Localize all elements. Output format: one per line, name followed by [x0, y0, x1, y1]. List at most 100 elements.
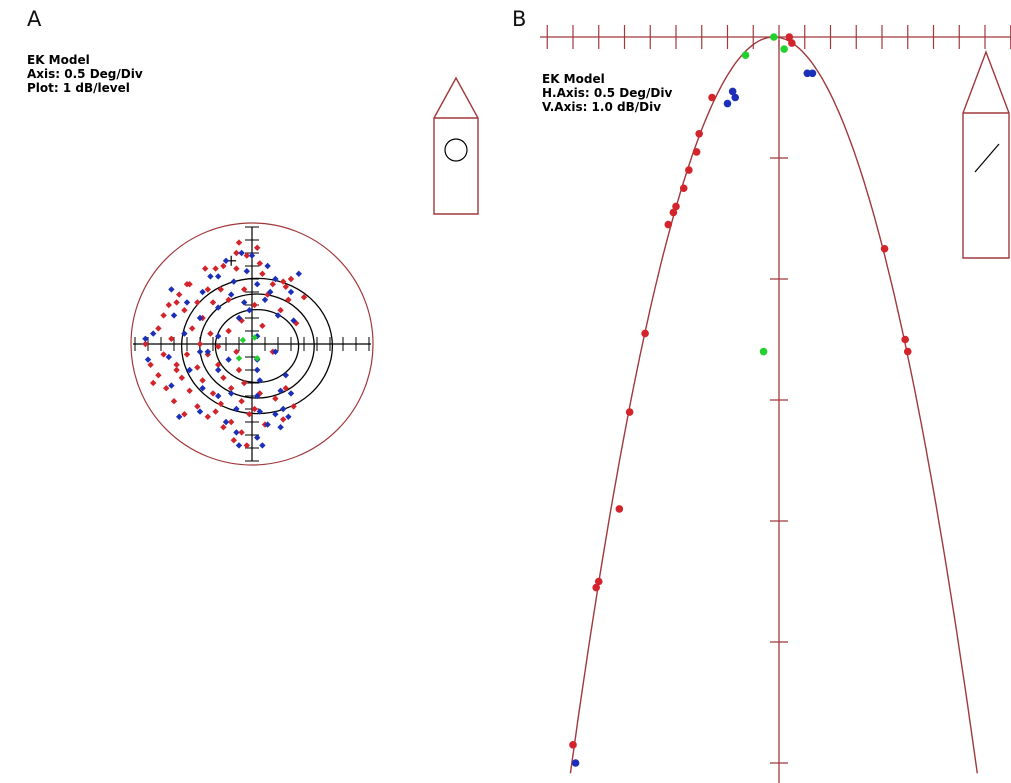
panel-a-point-blue	[235, 314, 243, 322]
panel-a-point-blue	[233, 429, 240, 436]
panel-a-point-red	[251, 301, 258, 309]
panel-a-title: EK Model	[27, 53, 90, 67]
panel-a-axis-note: Axis: 0.5 Deg/Div	[27, 67, 143, 81]
panel-a-point-red	[209, 299, 217, 306]
panel-b-point-red	[880, 244, 889, 253]
panel-a-point-blue	[196, 348, 204, 355]
panel-a-point-red	[235, 366, 243, 374]
panel-a-point-red	[168, 335, 175, 342]
panel-b-caption: EK Model H.Axis: 0.5 Deg/Div V.Axis: 1.0…	[542, 72, 672, 114]
panel-a-point-blue	[295, 270, 302, 277]
panel-a-point-blue	[241, 299, 248, 306]
panel-a-point-red	[147, 361, 154, 368]
panel-a-point-blue	[204, 348, 211, 355]
panel-b-point-red	[664, 220, 673, 229]
panel-b-point-green	[759, 347, 768, 356]
panel-a-point-red	[282, 385, 289, 392]
panel-b-title: EK Model	[542, 72, 605, 86]
panel-a-point-red	[235, 239, 243, 246]
panel-a-point-red	[163, 385, 170, 392]
panel-a-point-red	[209, 390, 217, 397]
panel-a-point-red	[243, 442, 250, 449]
panel-a-point-blue	[196, 408, 204, 415]
panel-a-point-green	[251, 334, 258, 341]
panel-a-point-red	[269, 281, 276, 288]
panel-a-point-red	[181, 307, 188, 314]
panel-a-point-blue	[215, 333, 222, 340]
panel-a-point-red	[181, 411, 188, 418]
panel-b-point-red	[785, 33, 794, 41]
panel-b-point-red	[569, 741, 577, 749]
panel-a-pupil-icon	[444, 138, 468, 162]
panel-b-point-blue	[728, 87, 737, 96]
panel-a-point-red	[204, 286, 211, 293]
panel-a-point-red	[189, 325, 196, 332]
panel-a-point-blue	[246, 307, 253, 314]
panel-a-contour-1	[214, 308, 300, 384]
panel-a-point-red	[246, 411, 253, 418]
panel-a-point-red	[215, 361, 222, 368]
panel-a-point-red	[233, 348, 240, 355]
panel-a-point-red	[241, 286, 248, 293]
panel-b-letter: B	[512, 7, 527, 31]
panel-a-point-red	[160, 312, 167, 319]
panel-a-eye-icon	[433, 76, 479, 215]
panel-b-point-red	[592, 583, 600, 592]
panel-a-point-red	[207, 330, 214, 337]
panel-a-point-blue	[277, 387, 284, 394]
panel-a-point-blue	[256, 408, 263, 415]
panel-a-point-blue	[274, 312, 282, 319]
panel-a-point-blue	[183, 299, 191, 306]
panel-a-point-red	[183, 351, 191, 358]
panel-a-point-red	[228, 418, 235, 426]
panel-a-point-red	[212, 265, 219, 272]
panel-a-point-red	[160, 351, 167, 358]
panel-a-point-red	[173, 299, 180, 306]
panel-a-point-red	[287, 275, 295, 283]
panel-b-point-blue	[723, 99, 732, 108]
panel-a-point-green	[254, 355, 261, 362]
panel-a-point-blue	[215, 273, 222, 280]
panel-a-plot	[130, 76, 479, 466]
panel-a-plot-note: Plot: 1 dB/level	[27, 81, 130, 95]
panel-a-point-red	[238, 429, 245, 436]
panel-a-contour-3	[180, 277, 334, 415]
panel-b-point-red	[685, 166, 693, 174]
panel-a-point-red	[290, 403, 297, 410]
panel-a-point-red	[220, 262, 227, 270]
panel-a-point-red	[254, 244, 261, 251]
panel-a-point-red	[233, 249, 240, 257]
panel-b-point-green	[741, 51, 750, 59]
panel-a-point-blue	[228, 390, 235, 397]
panel-a-point-blue	[168, 286, 175, 293]
panel-a-point-red	[220, 424, 227, 431]
panel-a-point-blue	[280, 405, 287, 413]
panel-a-point-red	[150, 379, 157, 387]
panel-a-point-red	[178, 374, 185, 381]
panel-a-point-red	[300, 294, 308, 301]
panel-a-point-blue	[215, 392, 222, 400]
panel-a-point-red	[186, 387, 193, 394]
panel-a-point-blue	[181, 330, 188, 337]
panel-a-point-blue	[165, 353, 172, 361]
panel-a-point-red	[225, 327, 232, 335]
panel-a-point-red	[194, 403, 201, 410]
panel-a-point-red	[220, 374, 227, 381]
panel-a-point-red	[155, 372, 162, 379]
panel-b-point-red	[679, 184, 688, 193]
panel-b-point-red	[788, 39, 796, 47]
panel-b-point-red	[615, 505, 624, 513]
panel-a-point-blue	[287, 390, 295, 397]
panel-a-point-red	[173, 361, 180, 368]
panel-a-point-blue	[282, 372, 289, 379]
panel-a-point-green	[235, 355, 243, 362]
panel-a-point-blue	[254, 392, 261, 400]
panel-b-point-blue	[731, 93, 740, 102]
panel-a-point-blue	[243, 268, 250, 275]
panel-a-point-red	[282, 283, 289, 290]
panel-b-eye-icon	[962, 50, 1010, 259]
panel-a-point-red	[280, 278, 287, 285]
panel-b-point-red	[669, 208, 678, 217]
panel-a-point-red	[241, 379, 248, 387]
